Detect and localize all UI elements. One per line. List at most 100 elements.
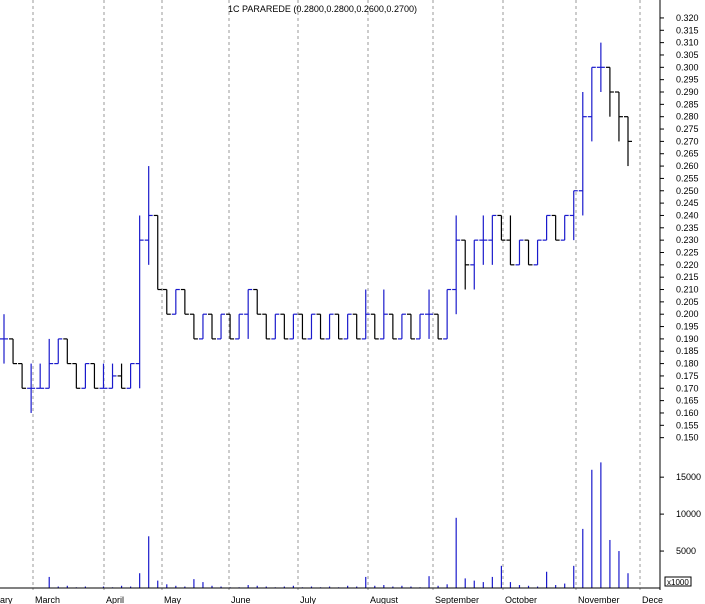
price-tick-label: 0.235 bbox=[676, 223, 699, 233]
ohlc-bar bbox=[81, 362, 90, 389]
price-tick-label: 0.220 bbox=[676, 260, 699, 270]
ohlc-bar bbox=[379, 289, 388, 340]
x-tick-label: June bbox=[231, 595, 251, 604]
x-tick-label: July bbox=[300, 595, 317, 604]
ohlc-bar bbox=[325, 313, 334, 340]
price-tick-label: 0.290 bbox=[676, 87, 699, 97]
ohlc-bar bbox=[352, 313, 361, 340]
ohlc-bar bbox=[54, 338, 63, 365]
x-tick-label: March bbox=[35, 595, 60, 604]
ohlc-bar bbox=[117, 363, 126, 389]
price-tick-label: 0.150 bbox=[676, 433, 699, 443]
price-tick-label: 0.295 bbox=[676, 75, 699, 85]
ohlc-bar bbox=[524, 239, 533, 266]
ohlc-bar bbox=[135, 215, 144, 389]
ohlc-bar bbox=[235, 313, 244, 340]
ohlc-bar bbox=[434, 313, 443, 340]
ohlc-bar bbox=[388, 313, 397, 340]
ohlc-bar bbox=[27, 363, 36, 413]
price-tick-label: 0.305 bbox=[676, 50, 699, 60]
price-tick-label: 0.240 bbox=[676, 210, 699, 220]
ohlc-bar bbox=[72, 362, 81, 389]
ohlc-bar bbox=[361, 289, 370, 340]
ohlc-bar bbox=[370, 313, 379, 340]
volume-multiplier-label: x1000 bbox=[667, 578, 689, 587]
ohlc-bar bbox=[153, 214, 162, 291]
ohlc-bar bbox=[560, 214, 569, 241]
ohlc-bar bbox=[542, 214, 551, 241]
ohlc-bar bbox=[587, 66, 596, 142]
ohlc-bar bbox=[316, 313, 325, 340]
ohlc-bar bbox=[162, 288, 171, 315]
price-tick-label: 0.170 bbox=[676, 383, 699, 393]
x-tick-label: September bbox=[435, 595, 479, 604]
ohlc-bar bbox=[189, 313, 198, 340]
price-tick-label: 0.180 bbox=[676, 359, 699, 369]
price-tick-label: 0.320 bbox=[676, 13, 699, 23]
ohlc-bar bbox=[397, 313, 406, 340]
price-tick-label: 0.205 bbox=[676, 297, 699, 307]
volume-tick-label: 15000 bbox=[676, 472, 701, 482]
ohlc-bar bbox=[515, 239, 524, 266]
price-tick-label: 0.285 bbox=[676, 99, 699, 109]
x-tick-label: November bbox=[578, 595, 620, 604]
volume-multiplier-box bbox=[664, 576, 692, 587]
price-tick-label: 0.175 bbox=[676, 371, 699, 381]
price-tick-label: 0.165 bbox=[676, 396, 699, 406]
ohlc-bar bbox=[551, 214, 560, 241]
ohlc-bar bbox=[0, 314, 8, 364]
price-tick-label: 0.265 bbox=[676, 149, 699, 159]
price-tick-label: 0.215 bbox=[676, 272, 699, 282]
price-tick-label: 0.315 bbox=[676, 25, 699, 35]
ohlc-bar bbox=[217, 313, 226, 340]
ohlc-bar bbox=[533, 239, 542, 266]
price-tick-label: 0.270 bbox=[676, 136, 699, 146]
ohlc-bar bbox=[596, 42, 605, 93]
ohlc-bar bbox=[343, 313, 352, 340]
price-tick-label: 0.245 bbox=[676, 198, 699, 208]
price-tick-label: 0.275 bbox=[676, 124, 699, 134]
ohlc-bar bbox=[406, 313, 415, 340]
volume-bars bbox=[48, 462, 629, 588]
ohlc-bar bbox=[506, 215, 515, 266]
price-tick-label: 0.160 bbox=[676, 408, 699, 418]
price-tick-label: 0.190 bbox=[676, 334, 699, 344]
ohlc-bar bbox=[226, 313, 235, 340]
price-tick-label: 0.280 bbox=[676, 112, 699, 122]
price-tick-label: 0.185 bbox=[676, 346, 699, 356]
ohlc-bar bbox=[108, 363, 117, 389]
ohlc-bar bbox=[488, 214, 497, 265]
price-tick-label: 0.310 bbox=[676, 38, 699, 48]
ohlc-bar bbox=[624, 116, 632, 167]
ohlc-bar bbox=[569, 190, 578, 241]
ohlc-bar bbox=[578, 92, 587, 216]
x-tick-label: Dece bbox=[642, 595, 663, 604]
price-tick-label: 0.155 bbox=[676, 420, 699, 430]
x-tick-label: ary bbox=[0, 595, 13, 604]
ohlc-bar bbox=[452, 215, 461, 315]
ohlc-bar bbox=[425, 289, 434, 339]
ohlc-bar bbox=[470, 239, 479, 290]
volume-tick-label: 5000 bbox=[676, 546, 696, 556]
volume-tick-label: 10000 bbox=[676, 509, 701, 519]
price-tick-label: 0.300 bbox=[676, 62, 699, 72]
ohlc-bar bbox=[99, 363, 108, 389]
ohlc-bar bbox=[289, 313, 298, 340]
price-tick-label: 0.260 bbox=[676, 161, 699, 171]
x-tick-label: April bbox=[106, 595, 124, 604]
chart-title: 1C PARAREDE (0.2800,0.2800,0.2600,0.2700… bbox=[228, 4, 417, 14]
ohlc-bar bbox=[461, 239, 470, 290]
ohlc-bar bbox=[171, 288, 180, 315]
ohlc-bar bbox=[298, 313, 307, 340]
ohlc-bar bbox=[180, 288, 189, 315]
ohlc-bar bbox=[244, 288, 253, 339]
price-tick-label: 0.225 bbox=[676, 247, 699, 257]
price-tick-label: 0.200 bbox=[676, 309, 699, 319]
price-tick-label: 0.230 bbox=[676, 235, 699, 245]
ohlc-bar bbox=[262, 313, 271, 340]
ohlc-bar bbox=[90, 362, 99, 389]
ohlc-bar bbox=[334, 313, 343, 340]
ohlc-bar bbox=[443, 288, 452, 340]
